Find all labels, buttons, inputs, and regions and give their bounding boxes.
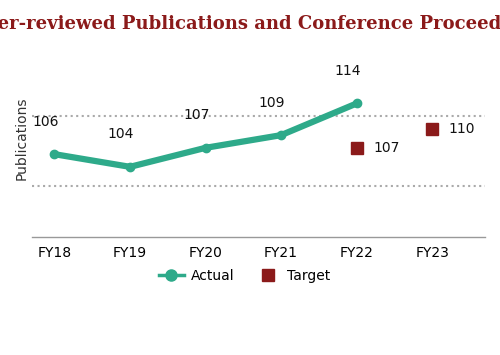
Y-axis label: Publications: Publications xyxy=(15,97,29,180)
Text: 114: 114 xyxy=(334,64,361,78)
Title: Peer-reviewed Publications and Conference Proceedings: Peer-reviewed Publications and Conferenc… xyxy=(0,15,500,33)
Text: 107: 107 xyxy=(184,109,210,122)
Text: 109: 109 xyxy=(258,96,285,110)
Text: 110: 110 xyxy=(448,122,475,136)
Text: 106: 106 xyxy=(32,115,58,129)
Text: 107: 107 xyxy=(373,141,400,155)
Legend: Actual, Target: Actual, Target xyxy=(154,263,336,289)
Text: 104: 104 xyxy=(108,127,134,142)
